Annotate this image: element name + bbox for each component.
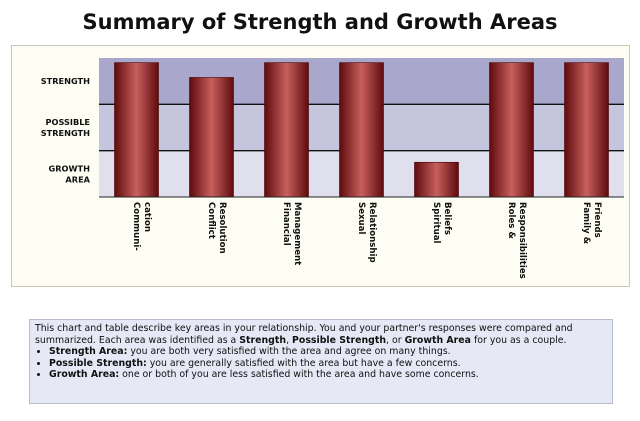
- possible-strength-term: Possible Strength: [292, 334, 387, 346]
- bar: [264, 62, 309, 198]
- category-label: Management: [292, 202, 302, 265]
- category-label: Relationship: [367, 202, 377, 263]
- description-intro: This chart and table describe key areas …: [35, 323, 573, 346]
- chart-description: This chart and table describe key areas …: [29, 319, 613, 404]
- definition-list: Strength Area: you are both very satisfi…: [35, 346, 607, 381]
- zone-label: GROWTH: [49, 163, 91, 173]
- definition-growth-area: Growth Area: one or both of you are less…: [49, 369, 607, 381]
- category-label: Conflict: [206, 202, 216, 239]
- strength-term: Strength: [239, 334, 287, 346]
- zone-label: POSSIBLE: [46, 117, 90, 127]
- category-label: Sexual: [356, 202, 366, 234]
- category-label: Financial: [281, 202, 291, 246]
- bar: [114, 62, 159, 198]
- bar: [414, 161, 459, 198]
- bar: [189, 77, 234, 198]
- category-label: Family &: [581, 202, 591, 245]
- page-title: Summary of Strength and Growth Areas: [82, 10, 558, 34]
- category-label: cation: [142, 202, 152, 232]
- category-label: Resolution: [217, 202, 227, 254]
- category-label: Spiritual: [431, 202, 441, 243]
- zone-label: AREA: [65, 174, 90, 184]
- definition-strength: Strength Area: you are both very satisfi…: [49, 346, 607, 358]
- zone-label: STRENGTH: [41, 128, 90, 138]
- growth-area-term: Growth Area: [404, 334, 471, 346]
- bar-chart: STRENGTHPOSSIBLESTRENGTHGROWTHAREACommun…: [41, 58, 624, 279]
- bar: [489, 62, 534, 198]
- category-label: Beliefs: [442, 202, 452, 235]
- category-label: Responsibilities: [517, 202, 527, 279]
- chart-panel: STRENGTH POSSIBLE STRENGTH GROWTH AREA Commun…: [11, 45, 630, 287]
- bar: [339, 62, 384, 198]
- definition-possible-strength: Possible Strength: you are generally sat…: [49, 358, 607, 370]
- zone-label: STRENGTH: [41, 76, 90, 86]
- category-label: Communi-: [131, 202, 141, 251]
- bar: [564, 62, 609, 198]
- category-label: Roles &: [506, 202, 516, 239]
- category-label: Friends: [592, 202, 602, 238]
